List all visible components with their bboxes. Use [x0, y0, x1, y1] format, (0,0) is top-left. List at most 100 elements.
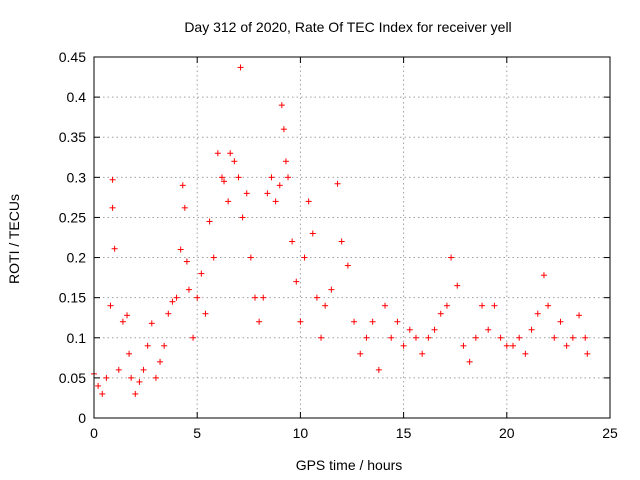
data-point: [313, 294, 320, 301]
data-point: [289, 238, 296, 245]
data-point: [466, 358, 473, 365]
data-point: [173, 294, 180, 301]
data-point: [214, 150, 221, 157]
data-point: [272, 198, 279, 205]
data-point: [344, 262, 351, 269]
y-axis-label: ROTI / TECUs: [6, 194, 22, 284]
data-point: [338, 238, 345, 245]
data-point: [448, 254, 455, 261]
x-tick-label: 5: [193, 425, 201, 441]
y-tick-label: 0: [78, 410, 86, 426]
data-point: [256, 318, 263, 325]
data-point: [569, 334, 576, 341]
data-point: [334, 180, 341, 187]
data-point: [540, 272, 547, 279]
data-point: [132, 390, 139, 397]
data-point: [210, 254, 217, 261]
data-point: [400, 342, 407, 349]
data-point: [103, 374, 110, 381]
data-point: [485, 326, 492, 333]
data-point: [309, 230, 316, 237]
data-point: [231, 158, 238, 165]
data-point: [394, 318, 401, 325]
data-point: [202, 310, 209, 317]
data-point: [119, 318, 126, 325]
data-point: [437, 310, 444, 317]
data-point: [516, 334, 523, 341]
y-tick-label: 0.45: [59, 49, 86, 65]
data-point: [181, 204, 188, 211]
plot-frame: [93, 56, 611, 419]
data-point: [528, 326, 535, 333]
data-point: [460, 342, 467, 349]
data-point: [264, 190, 271, 197]
data-point: [183, 258, 190, 265]
data-point: [328, 286, 335, 293]
data-point: [148, 320, 155, 327]
data-point: [152, 374, 159, 381]
data-point: [522, 350, 529, 357]
data-point: [582, 334, 589, 341]
data-point: [115, 366, 122, 373]
x-tick-label: 0: [90, 425, 98, 441]
y-tick-label: 0.35: [59, 129, 86, 145]
data-point: [318, 334, 325, 341]
data-point: [557, 318, 564, 325]
data-point: [419, 350, 426, 357]
data-point: [169, 298, 176, 305]
data-point: [107, 302, 114, 309]
y-tick-label: 0.05: [59, 370, 86, 386]
data-point: [144, 342, 151, 349]
x-tick-label: 25: [602, 425, 618, 441]
data-point: [140, 366, 147, 373]
data-point: [278, 102, 285, 109]
data-point: [406, 326, 413, 333]
data-point: [190, 334, 197, 341]
axis-ticks: 0 0.05 0.1 0.15 0.2 0.25 0.3 0.35 0.4 0.45 0 5 10 15 2…: [59, 49, 618, 441]
data-point: [243, 190, 250, 197]
data-point: [293, 278, 300, 285]
data-point: [239, 214, 246, 221]
data-point: [454, 282, 461, 289]
x-tick-label: 10: [293, 425, 309, 441]
x-tick-label: 15: [396, 425, 412, 441]
data-point: [268, 174, 275, 181]
data-point: [136, 378, 143, 385]
data-point: [260, 294, 267, 301]
data-point: [177, 246, 184, 253]
y-tick-label: 0.4: [67, 89, 87, 105]
data-point: [95, 382, 102, 389]
data-point: [111, 245, 118, 252]
data-point: [534, 310, 541, 317]
data-point: [497, 334, 504, 341]
data-point: [351, 318, 358, 325]
data-point: [509, 342, 516, 349]
data-point: [472, 334, 479, 341]
data-point: [99, 390, 106, 397]
y-tick-label: 0.15: [59, 290, 86, 306]
x-tick-label: 20: [499, 425, 515, 441]
data-point: [179, 182, 186, 189]
data-point: [322, 302, 329, 309]
data-point: [412, 334, 419, 341]
data-point: [237, 64, 244, 71]
data-point: [247, 254, 254, 261]
data-point: [221, 178, 228, 185]
data-point: [503, 342, 510, 349]
y-tick-label: 0.2: [67, 250, 87, 266]
y-tick-label: 0.3: [67, 169, 87, 185]
data-point: [443, 302, 450, 309]
data-point: [126, 350, 133, 357]
data-point: [282, 158, 289, 165]
data-point: [584, 350, 591, 357]
data-point: [206, 218, 213, 225]
data-point: [285, 174, 292, 181]
data-point: [161, 342, 168, 349]
data-point: [198, 270, 205, 277]
data-point: [251, 294, 258, 301]
data-point: [128, 374, 135, 381]
data-point: [297, 318, 304, 325]
data-point: [227, 150, 234, 157]
